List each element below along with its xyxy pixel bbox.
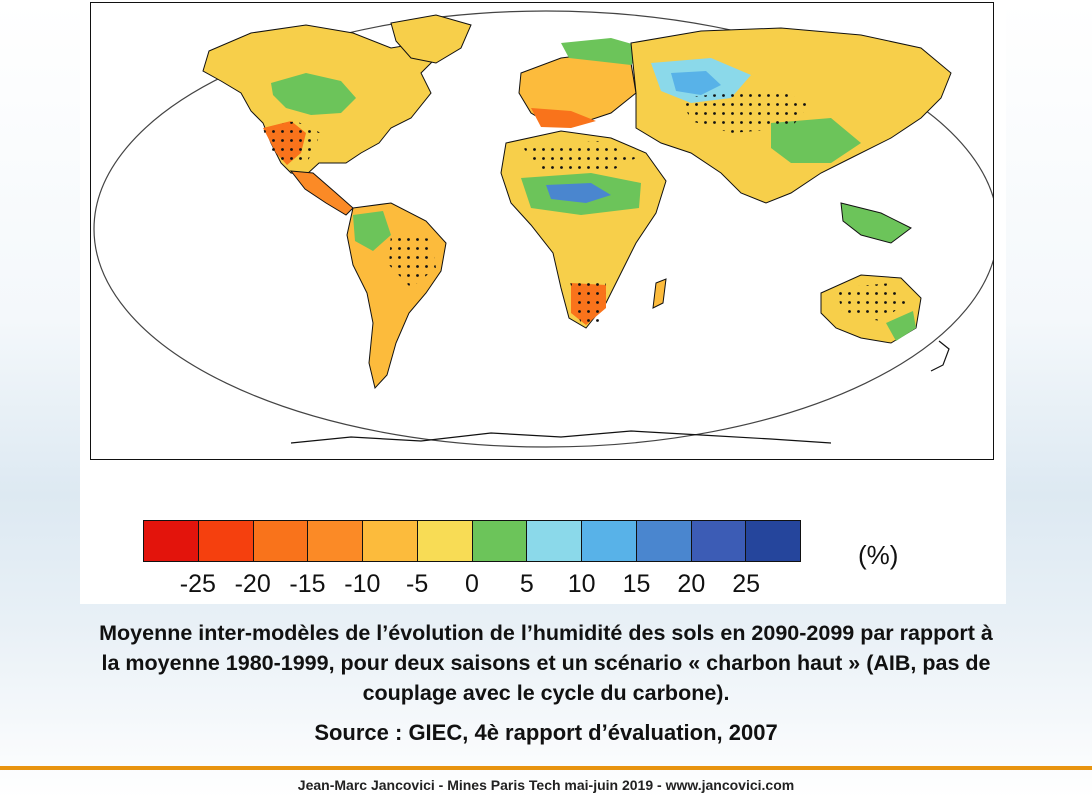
legend-tick: 10: [567, 570, 596, 598]
figure-caption: Moyenne inter-modèles de l’évolution de …: [0, 618, 1092, 708]
region-southeast-asia: [840, 202, 912, 244]
legend-swatch-1: [198, 521, 254, 561]
globe-outline: [93, 10, 993, 448]
source-citation: Source : GIEC, 4è rapport d’évaluation, …: [314, 720, 778, 745]
region-africa-sahel-blue: [546, 183, 611, 203]
caption-line-2: la moyenne 1980-1999, pour deux saisons …: [101, 651, 991, 675]
legend-tick: 5: [519, 570, 534, 598]
legend-swatch-2: [253, 521, 309, 561]
region-new-zealand: [930, 340, 950, 372]
legend-swatch-7: [527, 521, 582, 561]
legend-tick: -25: [179, 570, 216, 598]
region-africa-dots-north: [521, 141, 636, 171]
region-europe-south: [531, 108, 596, 128]
region-europe-north: [561, 38, 646, 65]
legend-tick: 0: [465, 570, 479, 598]
legend-tick: -10: [344, 570, 381, 598]
region-central-america: [289, 170, 354, 216]
legend-swatch-4: [363, 521, 418, 561]
legend-swatch-0: [144, 521, 199, 561]
caption-line-1: Moyenne inter-modèles de l’évolution de …: [99, 621, 993, 645]
region-madagascar: [652, 278, 667, 309]
legend-swatch-10: [691, 521, 747, 561]
legend-swatch-9: [636, 521, 692, 561]
legend-tick: 25: [732, 570, 761, 598]
legend-tick: 15: [622, 570, 651, 598]
figure-panel: -25 -20 -15 -10 -5 0 5 10 15 20 25 (%): [80, 0, 1006, 604]
region-asia-green: [771, 118, 861, 163]
region-north-america-green: [271, 73, 356, 115]
legend-tick: -5: [406, 570, 429, 598]
region-south-america-dots: [389, 233, 436, 288]
region-australia-green: [886, 311, 916, 341]
world-map: [90, 2, 994, 460]
caption-line-3: couplage avec le cycle du carbone).: [362, 681, 730, 705]
region-north-america-dots: [263, 121, 321, 165]
region-greenland: [390, 14, 472, 64]
legend-tick: -15: [289, 570, 326, 598]
region-asia-wet-core: [671, 71, 721, 95]
color-scale-legend: [143, 520, 801, 562]
legend-swatch-11: [746, 521, 800, 561]
color-scale-ticks: -25 -20 -15 -10 -5 0 5 10 15 20 25: [143, 570, 801, 600]
region-australia-dots: [836, 283, 906, 321]
footer-rule: [0, 766, 1092, 770]
footer-credit: Jean-Marc Jancovici - Mines Paris Tech m…: [297, 777, 795, 793]
region-africa-dots-south: [569, 278, 606, 325]
region-asia-dots: [681, 88, 811, 133]
legend-swatch-5: [417, 521, 473, 561]
map-svg: [93, 10, 993, 448]
legend-tick: -20: [234, 570, 271, 598]
legend-swatch-8: [582, 521, 637, 561]
color-scale-unit: (%): [858, 540, 899, 570]
region-south-america-green: [353, 211, 391, 251]
legend-tick: 20: [677, 570, 706, 598]
legend-swatch-6: [472, 521, 528, 561]
legend-swatch-3: [308, 521, 363, 561]
region-antarctica-coast: [290, 430, 832, 444]
